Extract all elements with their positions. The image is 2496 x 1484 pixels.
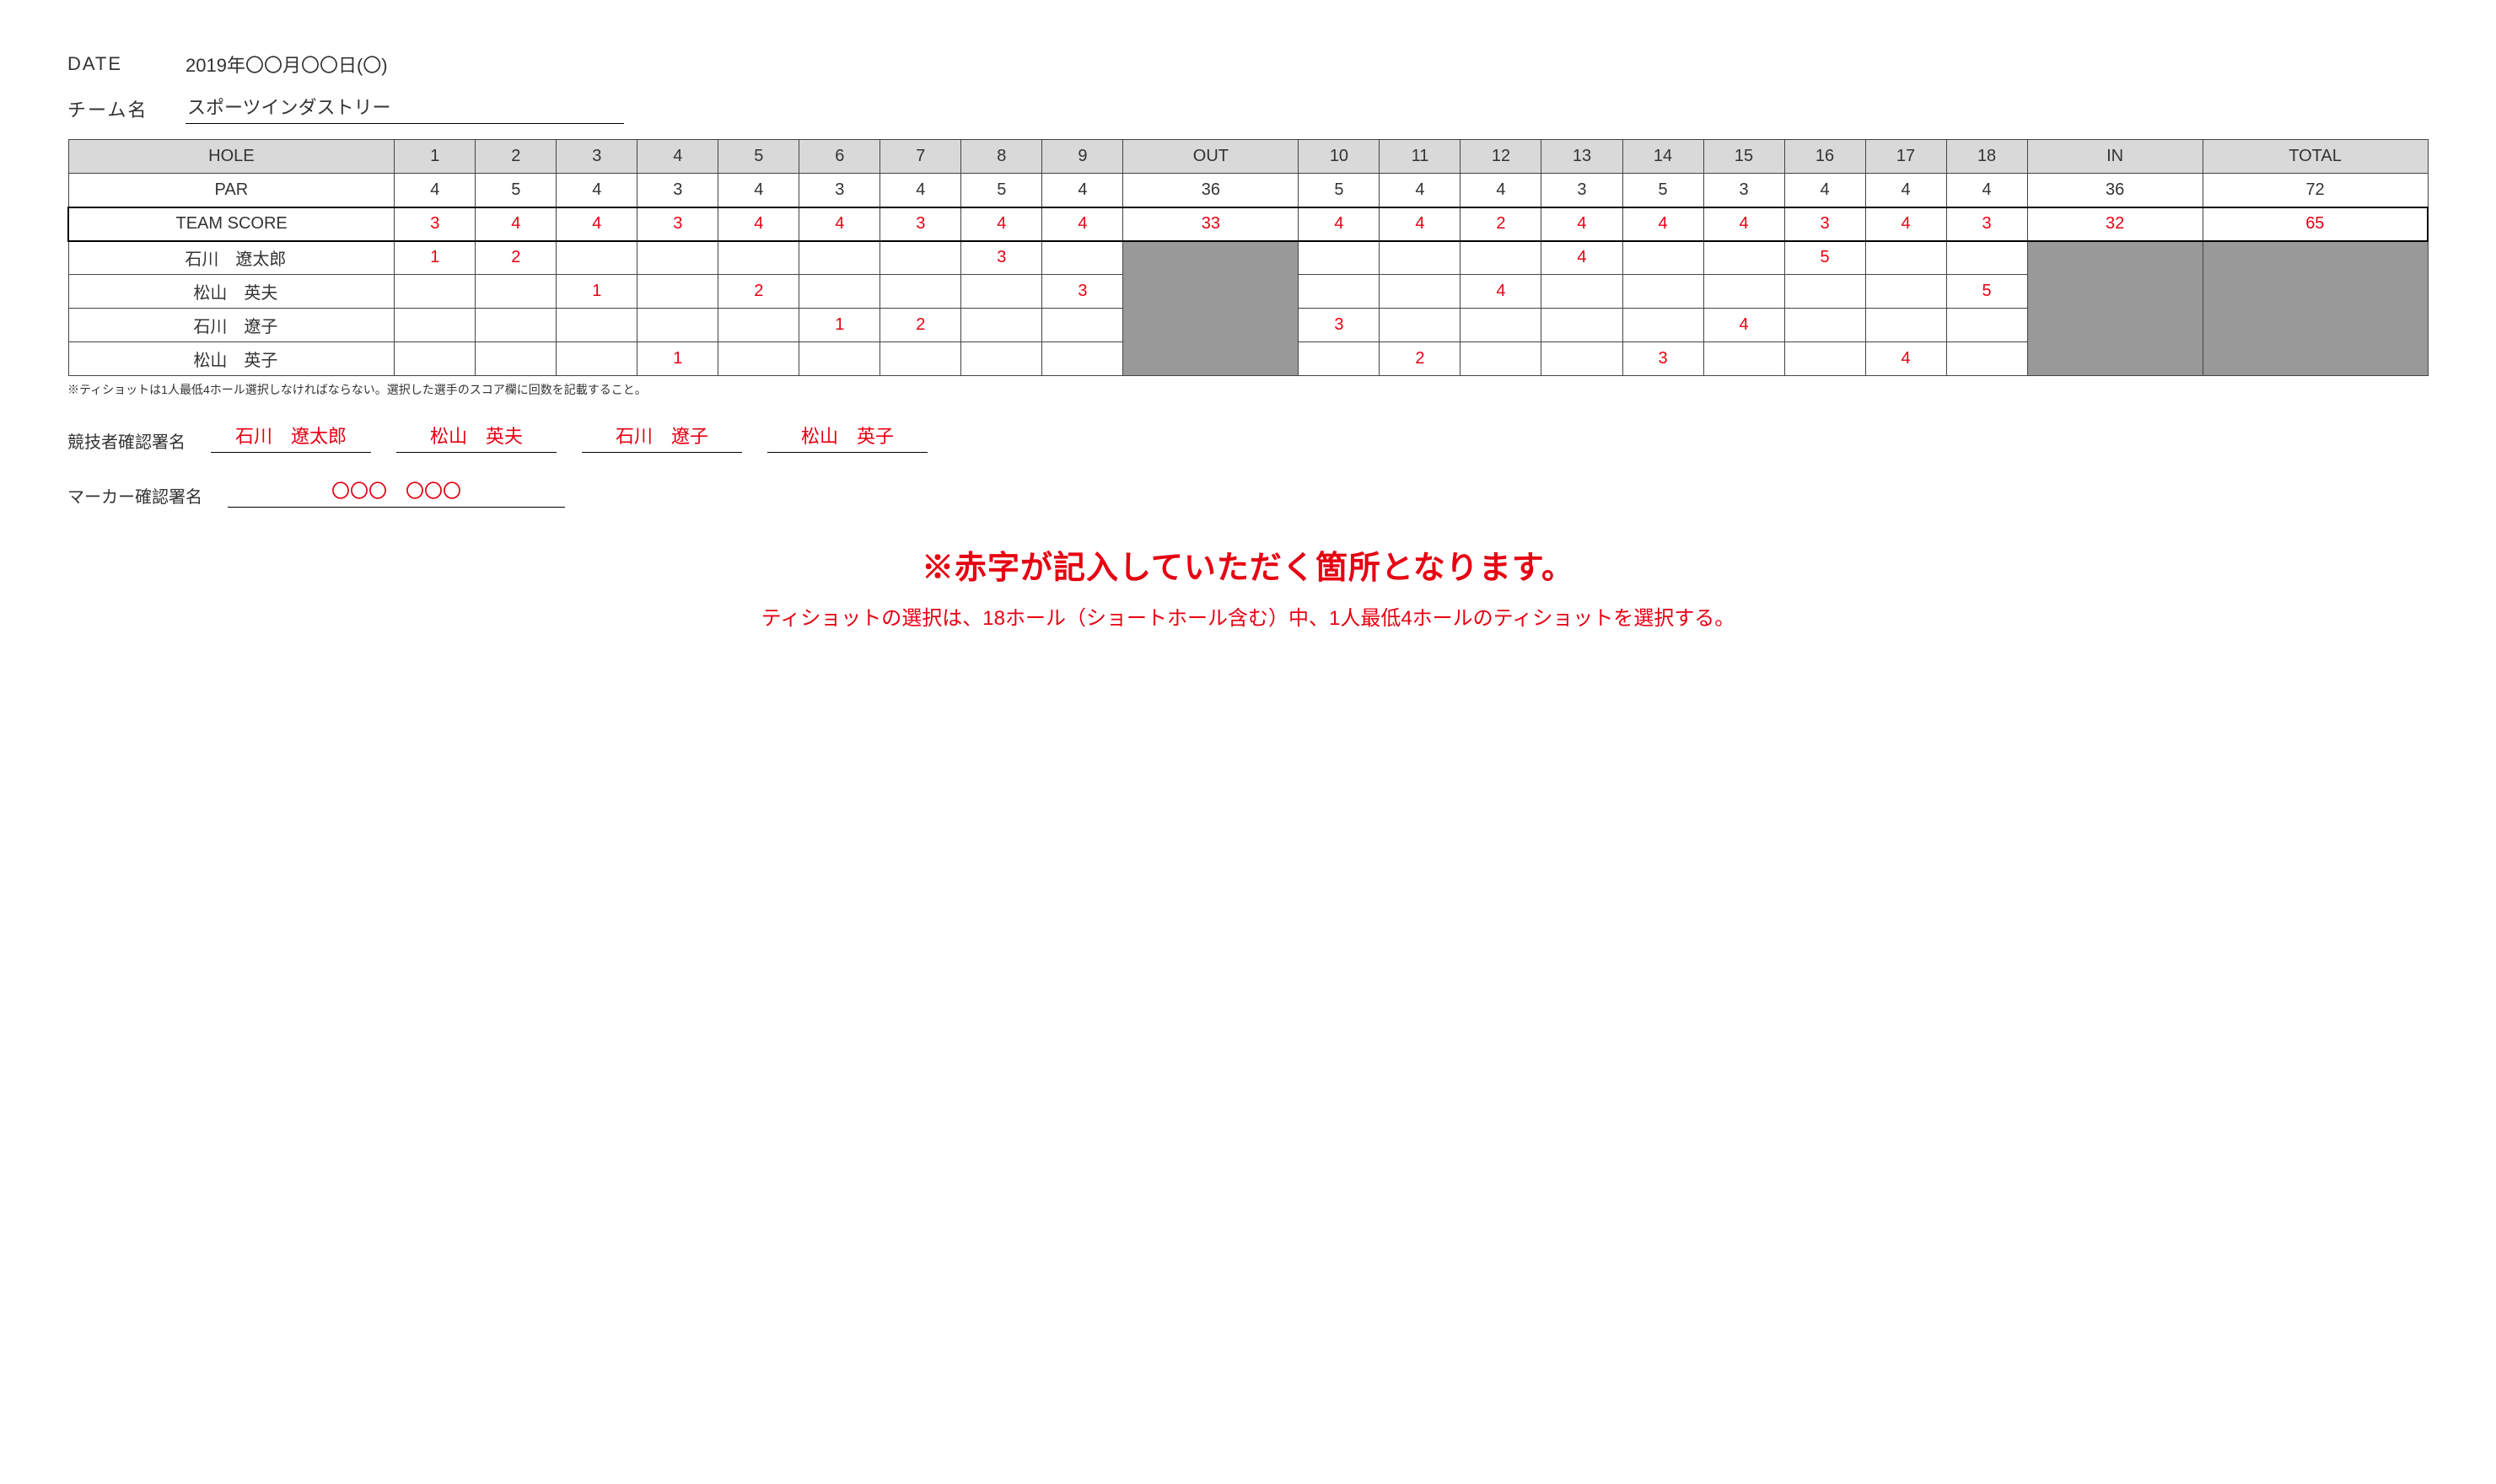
sub-red-note: ティショットの選択は、18ホール（ショートホール含む）中、1人最低4ホールのティ… <box>67 601 2429 631</box>
player-row: 石川 遼太郎12345 <box>68 241 2428 275</box>
team-value: スポーツインダストリー <box>186 93 624 124</box>
marker-sign-value: 〇〇〇 〇〇〇 <box>228 476 565 508</box>
date-value: 2019年〇〇月〇〇日(〇) <box>186 51 388 78</box>
date-row: DATE 2019年〇〇月〇〇日(〇) <box>67 51 2429 78</box>
competitor-sign-label: 競技者確認署名 <box>67 428 186 453</box>
team-score-row: TEAM SCORE344344344334424443433265 <box>68 207 2428 241</box>
competitor-sign-1: 石川 遼太郎 <box>211 422 371 453</box>
big-red-note: ※赤字が記入していただく箇所となります。 <box>67 541 2429 588</box>
marker-sign-label: マーカー確認署名 <box>67 483 202 508</box>
date-label: DATE <box>67 53 186 75</box>
marker-sign-row: マーカー確認署名 〇〇〇 〇〇〇 <box>67 476 2429 508</box>
team-row: チーム名 スポーツインダストリー <box>67 93 2429 124</box>
competitor-sign-3: 石川 遼子 <box>582 422 742 453</box>
competitor-sign-2: 松山 英夫 <box>396 422 557 453</box>
par-row: PAR454343454365443534443672 <box>68 174 2428 207</box>
hole-header-row: HOLE123456789OUT101112131415161718INTOTA… <box>68 140 2428 174</box>
competitor-sign-4: 松山 英子 <box>767 422 928 453</box>
team-label: チーム名 <box>67 95 186 122</box>
competitor-sign-row: 競技者確認署名 石川 遼太郎 松山 英夫 石川 遼子 松山 英子 <box>67 422 2429 453</box>
table-footnote: ※ティショットは1人最低4ホール選択しなければならない。選択した選手のスコア欄に… <box>67 381 2429 398</box>
scorecard-table: HOLE123456789OUT101112131415161718INTOTA… <box>67 139 2429 376</box>
